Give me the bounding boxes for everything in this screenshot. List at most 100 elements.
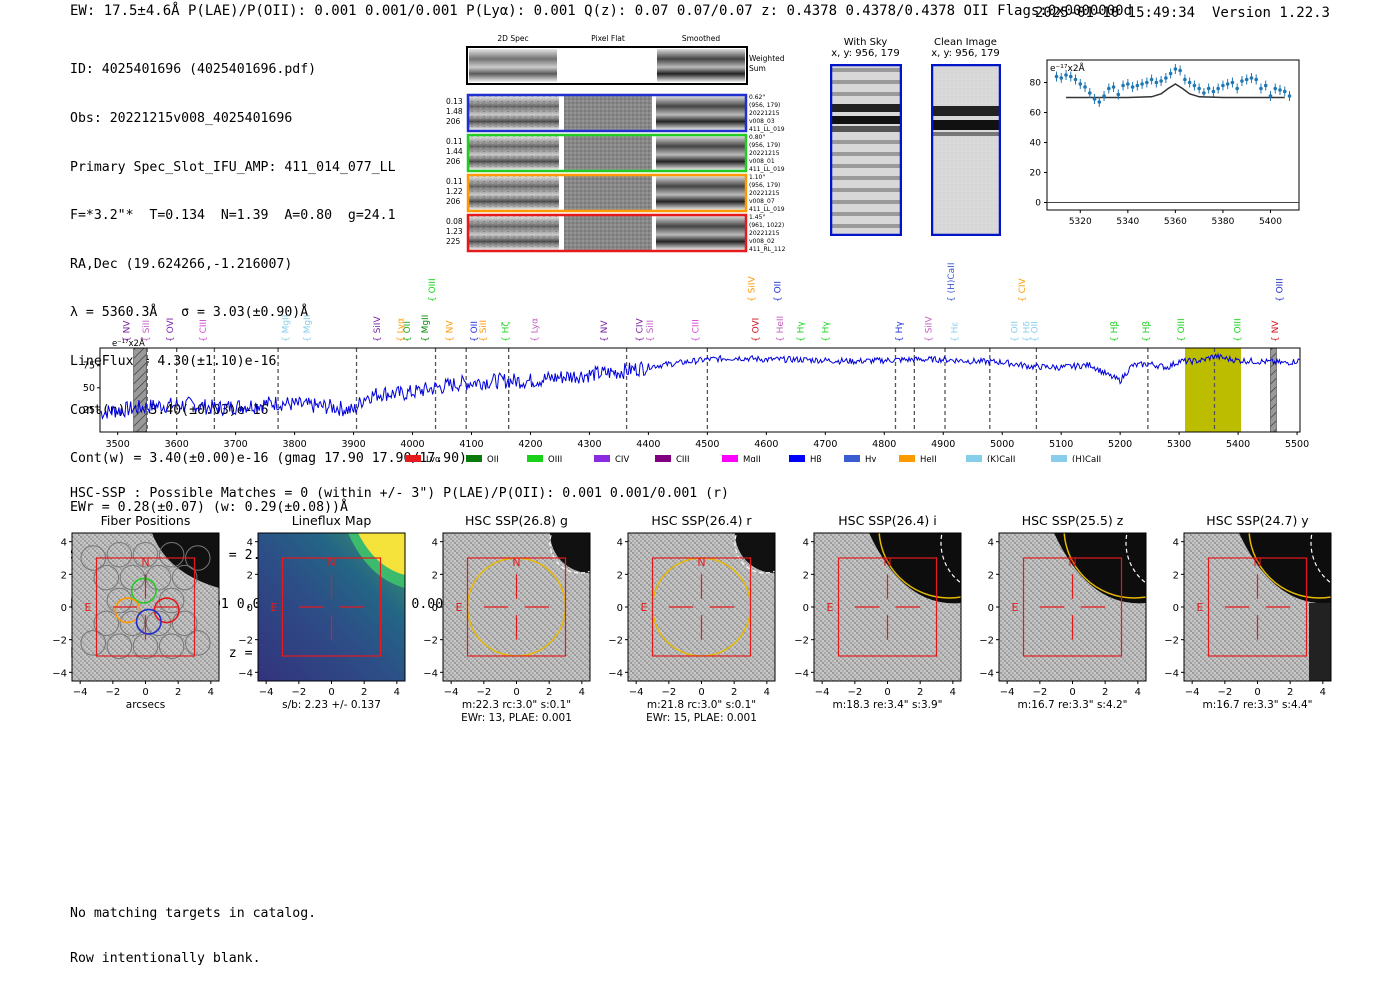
panel-ytick-label: −4 xyxy=(423,668,438,679)
neighbor-circle xyxy=(549,533,590,574)
legend-label: OIII xyxy=(548,455,562,462)
cutout-pixel-flat xyxy=(564,96,652,130)
fiber-highlight xyxy=(135,608,162,635)
panel-title: Fiber Positions xyxy=(101,513,191,528)
hatched-band xyxy=(133,347,147,433)
full-xtick-label: 5300 xyxy=(1167,439,1191,450)
full-spectrum-chart: 25 50 75 3500 3600 3700 3800 3900 4000 4100 4200 43… xyxy=(83,263,1309,462)
line-label: { OIII xyxy=(428,278,438,302)
line-label: { HeII xyxy=(776,316,786,342)
legend-label: (H)CaII xyxy=(1072,455,1101,462)
zoom-data-point xyxy=(1249,76,1254,80)
cutout-2d-noise xyxy=(469,136,559,170)
fiber-circle xyxy=(171,610,198,637)
header-right: 2025-01-10 15:49:34 Version 1.22.3 xyxy=(1035,5,1330,21)
timestamp: 2025-01-10 15:49:34 xyxy=(1034,5,1196,21)
panel-ytick-label: 4 xyxy=(1173,538,1179,549)
zoom-data-point xyxy=(1107,86,1111,91)
info-line: RA,Dec (19.624266,-1.216007) xyxy=(70,256,293,272)
cutout-right-value: (956, 179) xyxy=(749,142,780,149)
full-ytick-label: 50 xyxy=(83,383,95,394)
aperture-circle xyxy=(878,533,961,599)
panel-xtick-label: −4 xyxy=(259,687,274,698)
line-label: { CIV xyxy=(1018,277,1028,302)
zoom-data-point xyxy=(1059,76,1064,80)
cutout-left-value: 206 xyxy=(446,197,461,206)
legend-swatch xyxy=(844,455,860,462)
fiber-circle xyxy=(106,633,133,659)
panel-image xyxy=(443,533,590,681)
line-label: { NV xyxy=(1271,320,1281,342)
panel-ytick-label: −4 xyxy=(238,668,253,679)
panel-title: HSC SSP(25.5) z xyxy=(1022,513,1124,528)
zoom-data-point xyxy=(1240,79,1244,83)
cutout-left-value: 0.11 xyxy=(446,137,463,146)
search-box xyxy=(1207,557,1308,657)
line-label: { SiII xyxy=(646,320,656,342)
panel-xtick-label: 0 xyxy=(142,687,148,698)
zoom-data-point xyxy=(1121,83,1125,88)
search-box xyxy=(95,557,196,657)
panel-xtick-label: −4 xyxy=(1000,687,1015,698)
panel-ytick-label: 2 xyxy=(988,570,994,581)
col-header-smoothed: Smoothed xyxy=(682,34,721,43)
zoom-data-point xyxy=(1164,76,1168,80)
panel-xtick-label: 2 xyxy=(361,687,367,698)
fiber-circle xyxy=(106,541,133,568)
clean-image-coords: x, y: 956, 179 xyxy=(931,48,1000,59)
full-xtick-label: 3800 xyxy=(283,439,307,450)
panel-xtick-label: 0 xyxy=(884,687,890,698)
cutout-right-value: v008_03 xyxy=(749,118,775,125)
east-label: E xyxy=(456,601,463,614)
panel-xtick-label: −2 xyxy=(291,687,306,698)
lineflux-peak xyxy=(358,533,405,575)
panel-ytick-label: 0 xyxy=(61,603,67,614)
search-box xyxy=(466,557,567,657)
cutout-left-value: 0.11 xyxy=(446,177,463,186)
line-label: { Hγ xyxy=(895,321,905,342)
panel-xtick-label: −2 xyxy=(847,687,862,698)
line-label: { SiIV xyxy=(924,316,934,342)
panel-ytick-label: 2 xyxy=(803,570,809,581)
zoom-xtick-label: 5340 xyxy=(1116,217,1139,227)
weighted-label-2: Sum xyxy=(749,64,766,73)
legend-label: HeII xyxy=(920,455,937,462)
panel-caption: s/b: 2.23 +/- 0.137 xyxy=(282,699,381,711)
legend-swatch xyxy=(899,455,915,462)
zoom-xtick-label: 5380 xyxy=(1211,217,1234,227)
cutout-left-value: 206 xyxy=(446,117,461,126)
full-xtick-label: 5200 xyxy=(1108,439,1132,450)
zoom-data-point xyxy=(1135,83,1140,88)
zoom-data-point xyxy=(1216,86,1220,91)
full-xtick-label: 4100 xyxy=(459,439,483,450)
panel-ytick-label: −2 xyxy=(238,636,253,647)
cutout-right-value: 411_RL_112 xyxy=(749,246,786,253)
zoom-ytick-label: 40 xyxy=(1030,139,1042,149)
cutout-right-value: 20221215 xyxy=(749,110,780,117)
line-label: { OIII xyxy=(1275,278,1285,302)
cutout-left-value: 225 xyxy=(446,237,461,246)
legend-label: CIV xyxy=(615,455,629,462)
cutout-left-value: 1.22 xyxy=(446,187,463,196)
fiber-circle xyxy=(145,564,172,591)
legend-swatch xyxy=(966,455,982,462)
clean-image-label: Clean Image xyxy=(934,37,997,48)
line-label: { OII xyxy=(1031,321,1041,342)
fiber-circle xyxy=(93,610,120,637)
line-label: { OIII xyxy=(1177,318,1187,342)
panel-ytick-label: −4 xyxy=(608,668,623,679)
zoom-ytick-label: 20 xyxy=(1030,169,1042,179)
legend-swatch xyxy=(466,455,482,462)
zoom-data-point xyxy=(1192,83,1197,88)
line-label: { CIV xyxy=(636,317,646,342)
panel-ytick-label: 0 xyxy=(803,603,809,614)
panel-ytick-label: −4 xyxy=(794,668,809,679)
fiber-circle xyxy=(119,610,146,637)
with-sky-coords: x, y: 956, 179 xyxy=(831,48,900,59)
line-label: { Hδ xyxy=(1022,321,1032,342)
zoom-xtick-label: 5320 xyxy=(1069,217,1092,227)
panel-ytick-label: −2 xyxy=(794,636,809,647)
cutout-right-value: v008_02 xyxy=(749,238,775,245)
full-xtick-label: 4600 xyxy=(754,439,778,450)
zoom-data-point xyxy=(1211,89,1216,94)
